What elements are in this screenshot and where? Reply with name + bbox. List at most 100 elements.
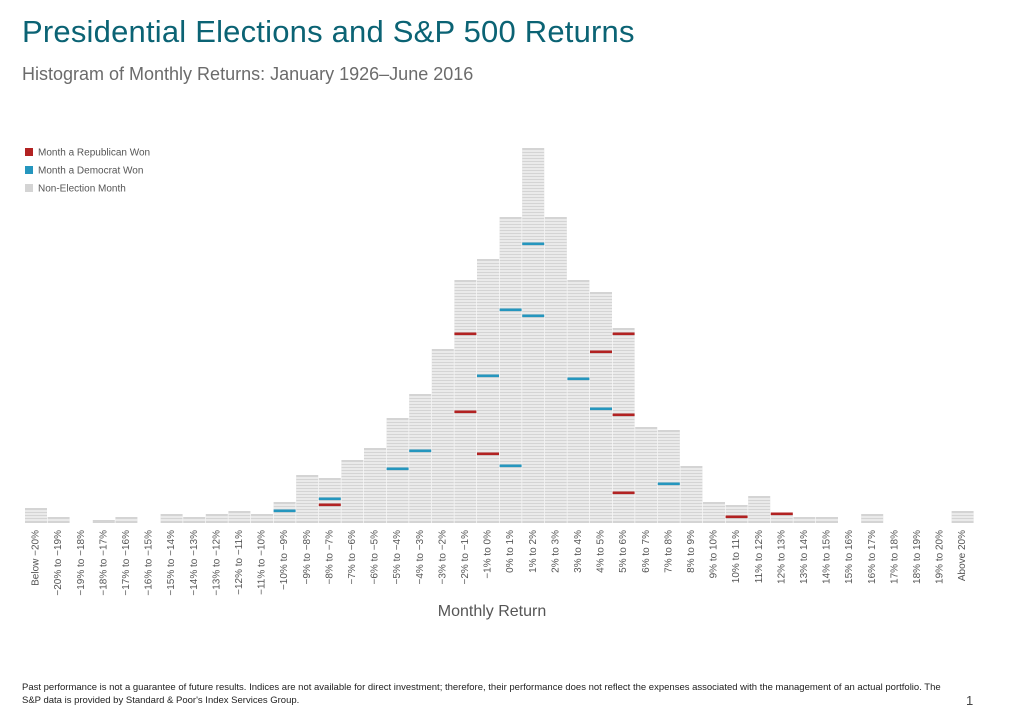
histogram-bar xyxy=(793,517,816,523)
chart-legend: Month a Republican Won Month a Democrat … xyxy=(25,148,150,195)
histogram-bar xyxy=(499,217,522,523)
page-number: 1 xyxy=(966,693,974,708)
x-tick-label: 3% to 4% xyxy=(573,530,584,573)
histogram-chart: Month a Republican Won Month a Democrat … xyxy=(25,148,974,620)
histogram-bar xyxy=(386,418,409,523)
legend-label-republican: Month a Republican Won xyxy=(38,148,150,159)
x-tick-label: 13% to 14% xyxy=(799,530,810,584)
election-marker-group xyxy=(273,242,793,519)
election-marker-democrat xyxy=(499,464,522,468)
election-marker-democrat xyxy=(567,377,590,381)
histogram-bar xyxy=(318,478,341,523)
x-tick-label: −9% to −8% xyxy=(302,530,313,585)
page-subtitle: Histogram of Monthly Returns: January 19… xyxy=(22,64,474,84)
x-tick-label: −1% to 0% xyxy=(483,530,494,579)
histogram-bar xyxy=(657,430,680,523)
histogram-bar xyxy=(92,520,115,523)
x-tick-label: 17% to 18% xyxy=(889,530,900,584)
x-axis-label: Monthly Return xyxy=(438,603,547,620)
histogram-bar xyxy=(567,280,590,523)
histogram-bar xyxy=(725,505,748,523)
x-tick-label: 2% to 3% xyxy=(550,530,561,573)
x-tick-label: −17% to −16% xyxy=(121,530,132,596)
election-marker-democrat xyxy=(318,497,341,501)
footnote: Past performance is not a guarantee of f… xyxy=(22,682,941,706)
x-tick-label: Above 20% xyxy=(957,530,968,581)
histogram-bar xyxy=(364,448,386,523)
x-tick-label: 18% to 19% xyxy=(912,530,923,584)
x-tick-label: 9% to 10% xyxy=(709,530,720,578)
x-tick-label: 4% to 5% xyxy=(596,530,607,573)
election-marker-democrat xyxy=(590,407,612,411)
histogram-bar xyxy=(296,475,319,523)
x-tick-label: −20% to −19% xyxy=(53,530,64,596)
histogram-bar xyxy=(522,148,545,523)
legend-label-non-election: Non-Election Month xyxy=(38,184,126,195)
x-tick-label: −15% to −14% xyxy=(166,530,177,596)
election-marker-democrat xyxy=(657,482,680,486)
x-tick-label: −10% to −9% xyxy=(279,530,290,590)
x-tick-label: 5% to 6% xyxy=(618,530,629,573)
histogram-bar xyxy=(861,514,884,523)
histogram-bar xyxy=(680,466,703,523)
histogram-bar xyxy=(477,259,499,523)
histogram-bar xyxy=(115,517,138,523)
legend-label-democrat: Month a Democrat Won xyxy=(38,166,143,177)
histogram-bar xyxy=(205,514,228,523)
election-marker-democrat xyxy=(499,308,522,312)
histogram-bar xyxy=(635,427,658,523)
histogram-bar xyxy=(25,508,47,523)
election-marker-democrat xyxy=(386,467,409,471)
x-tick-label: Below −20% xyxy=(31,530,42,586)
x-tick-label: −12% to −11% xyxy=(234,530,245,595)
election-marker-democrat xyxy=(273,509,296,513)
histogram-bar xyxy=(770,514,793,523)
x-tick-label: −8% to −7% xyxy=(324,530,335,585)
election-marker-democrat xyxy=(522,314,545,318)
election-marker-republican xyxy=(612,413,635,417)
histogram-bar xyxy=(703,502,725,523)
histogram-bar xyxy=(544,217,567,523)
histogram-bar xyxy=(47,517,70,523)
legend-swatch-non-election xyxy=(25,184,33,192)
x-tick-label: 6% to 7% xyxy=(641,530,652,573)
x-tick-label: −2% to −1% xyxy=(460,530,471,585)
x-tick-label: 11% to 12% xyxy=(754,530,765,583)
x-tick-label: 0% to 1% xyxy=(505,530,516,573)
legend-swatch-democrat xyxy=(25,166,33,174)
x-tick-label: −5% to −4% xyxy=(392,530,403,585)
x-tick-label: −4% to −3% xyxy=(415,530,426,585)
x-tick-label: −7% to −6% xyxy=(347,530,358,585)
histogram-bar xyxy=(951,511,974,523)
histogram-bar xyxy=(251,514,273,523)
histogram-bar xyxy=(183,517,206,523)
election-marker-republican xyxy=(612,332,635,336)
histogram-bar xyxy=(160,514,183,523)
x-tick-label: 8% to 9% xyxy=(686,530,697,573)
x-tick-label: −6% to −5% xyxy=(370,530,381,585)
histogram-bar xyxy=(228,511,251,523)
legend-swatch-republican xyxy=(25,148,33,156)
election-marker-republican xyxy=(725,515,748,519)
election-marker-democrat xyxy=(477,374,499,378)
election-marker-republican xyxy=(454,332,477,336)
histogram-bar xyxy=(341,460,364,523)
x-tick-label: −3% to −2% xyxy=(437,530,448,585)
x-tick-label: −11% to −10% xyxy=(257,530,268,595)
x-tick-label: 10% to 11% xyxy=(731,530,742,583)
histogram-bar xyxy=(454,280,477,523)
x-tick-label: 7% to 8% xyxy=(663,530,674,573)
election-marker-democrat xyxy=(409,449,432,453)
histogram-bar xyxy=(409,394,432,523)
x-tick-label: −16% to −15% xyxy=(144,530,155,596)
histogram-bar xyxy=(748,496,771,523)
x-tick-label: 12% to 13% xyxy=(776,530,787,584)
election-marker-republican xyxy=(770,512,793,516)
histogram-bar xyxy=(273,502,296,523)
x-tick-label: 1% to 2% xyxy=(528,530,539,573)
histogram-bar xyxy=(431,349,454,523)
election-marker-republican xyxy=(612,491,635,495)
bar-group xyxy=(25,148,974,523)
page-title: Presidential Elections and S&P 500 Retur… xyxy=(22,14,635,49)
x-tick-label: 16% to 17% xyxy=(867,530,878,584)
